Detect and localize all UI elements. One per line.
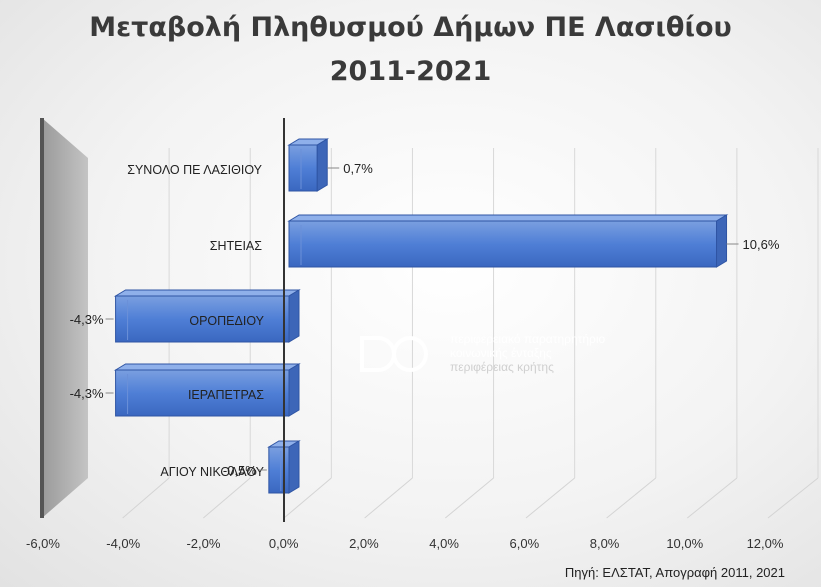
x-tick-label: 0,0% [269, 536, 299, 551]
x-tick-label: -4,0% [106, 536, 140, 551]
gridline-floor [445, 477, 494, 519]
gridline-floor [283, 477, 332, 519]
gridline-floor [203, 477, 251, 519]
x-tick-label: -2,0% [186, 536, 220, 551]
data-label: -4,3% [70, 312, 104, 327]
x-tick-label: 2,0% [349, 536, 379, 551]
gridline-floor [687, 477, 738, 519]
gridline-floor [606, 477, 657, 519]
chart-title-line2: 2011-2021 [329, 56, 492, 87]
x-tick-label: -6,0% [26, 536, 60, 551]
gridline-floor [122, 477, 170, 519]
side-wall [42, 118, 88, 518]
watermark-line2: κοινωνικής ένταξης [450, 346, 552, 360]
watermark-line1: περιφερειακό παρατηρητήριο [450, 332, 606, 346]
chart-title-line1: Μεταβολή Πληθυσμού Δήμων ΠΕ Λασιθίου [89, 12, 732, 43]
observatory-logo-icon [360, 336, 428, 372]
data-label: 0,7% [343, 161, 373, 176]
x-tick-label: 10,0% [666, 536, 703, 551]
watermark-text: περιφερειακό παρατηρητήριο κοινωνικής έν… [450, 332, 605, 374]
bar [287, 214, 729, 268]
category-label: ΟΡΟΠΕΔΙΟΥ [189, 314, 264, 328]
data-label: 10,6% [743, 237, 780, 252]
category-label: ΣΗΤΕΙΑΣ [210, 239, 263, 253]
x-tick-label: 8,0% [590, 536, 620, 551]
bar [113, 363, 301, 417]
category-label: ΙΕΡΑΠΕΤΡΑΣ [188, 388, 264, 402]
category-label: ΑΓΙΟΥ ΝΙΚΟΛΑΟΥ [160, 465, 264, 479]
x-tick-label: 12,0% [747, 536, 784, 551]
watermark-line3: περιφέρειας κρήτης [450, 360, 554, 374]
gridline-floor [767, 477, 819, 519]
x-tick-label: 4,0% [429, 536, 459, 551]
category-label: ΣΥΝΟΛΟ ΠΕ ΛΑΣΙΘΙΟΥ [127, 163, 262, 177]
bar [287, 138, 330, 192]
gridline-floor [525, 477, 575, 519]
chart-title: Μεταβολή Πληθυσμού Δήμων ΠΕ Λασιθίου 201… [0, 6, 821, 94]
data-label: -0,5% [223, 463, 257, 478]
bar [113, 289, 301, 343]
x-tick-label: 6,0% [510, 536, 540, 551]
source-note: Πηγή: ΕΛΣΤΑΤ, Απογραφή 2011, 2021 [564, 565, 785, 580]
gridline-floor [364, 477, 413, 519]
data-label: -4,3% [70, 386, 104, 401]
